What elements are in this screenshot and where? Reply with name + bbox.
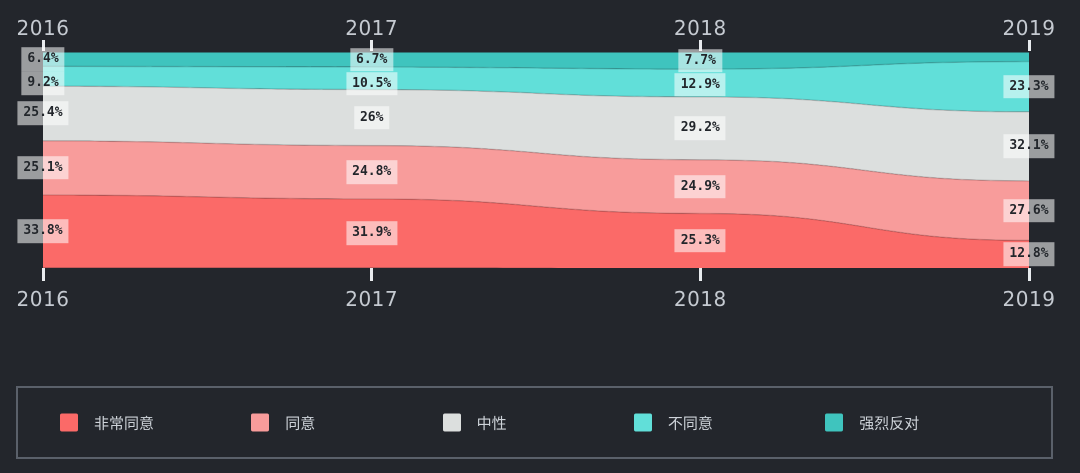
axis-tick	[370, 268, 374, 281]
axis-tick	[698, 40, 702, 51]
area-band-neutral	[43, 86, 1029, 181]
year-label: 2016	[16, 287, 70, 311]
year-label: 2018	[673, 287, 727, 311]
value-label-chip-disagree: 9.2%	[21, 71, 65, 96]
axis-tick	[41, 268, 45, 281]
year-label: 2019	[1002, 287, 1056, 311]
value-label-chip-agree: 24.9%	[674, 174, 726, 199]
value-label-chip-strongly-agree: 33.8%	[17, 219, 69, 244]
area-band-agree	[43, 140, 1029, 241]
value-label-chip-agree: 25.1%	[17, 156, 69, 180]
year-label: 2018	[673, 16, 727, 40]
value-label-chip-agree: 27.6%	[1003, 198, 1055, 223]
axis-tick	[1027, 40, 1031, 51]
band-boundary-line	[42, 194, 1030, 242]
legend-swatch-agree	[251, 413, 270, 432]
area-band-disagree	[43, 61, 1029, 112]
axis-tick	[370, 40, 374, 51]
value-label-chip-neutral: 29.2%	[674, 116, 726, 141]
legend-swatch-strongly-agree	[60, 413, 78, 432]
value-label-chip-strongly-disagree: 6.7%	[350, 47, 394, 72]
axis-tick	[41, 40, 45, 51]
legend-label: 中性	[476, 415, 507, 432]
axis-tick	[1027, 268, 1031, 281]
band-boundary-line	[42, 140, 1030, 182]
axis-tick	[698, 268, 702, 281]
value-label-chip-strongly-agree: 25.3%	[674, 228, 726, 253]
year-label: 2016	[16, 16, 70, 40]
legend-label: 强烈反对	[859, 415, 920, 432]
value-label-chip-strongly-disagree: 7.7%	[678, 48, 722, 73]
value-label-chip-neutral: 26%	[353, 105, 390, 130]
value-label-chip-disagree: 10.5%	[346, 71, 398, 96]
value-label-chip-agree: 24.8%	[346, 160, 398, 185]
legend-item-neutral[interactable]: 中性	[442, 412, 507, 433]
legend: 非常同意 同意 中性 不同意 强烈反对	[16, 386, 1053, 459]
legend-item-agree[interactable]: 同意	[251, 412, 315, 433]
value-label-chip-disagree: 12.9%	[674, 72, 726, 97]
legend-label: 不同意	[667, 415, 713, 432]
year-label: 2017	[345, 287, 399, 311]
year-label: 2019	[1002, 16, 1056, 40]
value-label-chip-strongly-agree: 12.8%	[1003, 242, 1055, 266]
band-boundary-line	[42, 85, 1030, 113]
year-label: 2017	[345, 16, 399, 40]
legend-swatch-neutral	[442, 413, 461, 432]
area-band-strongly-agree	[43, 194, 1029, 268]
legend-swatch-disagree	[633, 413, 652, 432]
value-label-chip-strongly-agree: 31.9%	[346, 221, 398, 246]
legend-label: 非常同意	[94, 415, 155, 432]
legend-item-strongly-agree[interactable]: 非常同意	[60, 412, 154, 433]
value-label-chip-strongly-disagree: 6.4%	[21, 47, 65, 72]
legend-item-disagree[interactable]: 不同意	[633, 412, 713, 433]
legend-swatch-strongly-disagree	[825, 413, 844, 432]
value-label-chip-neutral: 25.4%	[17, 101, 69, 126]
legend-label: 同意	[285, 415, 316, 432]
area-band-strongly-disagree	[43, 52, 1029, 70]
value-label-chip-disagree: 23.3%	[1003, 74, 1055, 99]
band-boundary-line	[42, 60, 1030, 70]
legend-item-strongly-disagree[interactable]: 强烈反对	[825, 412, 919, 433]
value-label-chip-neutral: 32.1%	[1003, 134, 1055, 159]
